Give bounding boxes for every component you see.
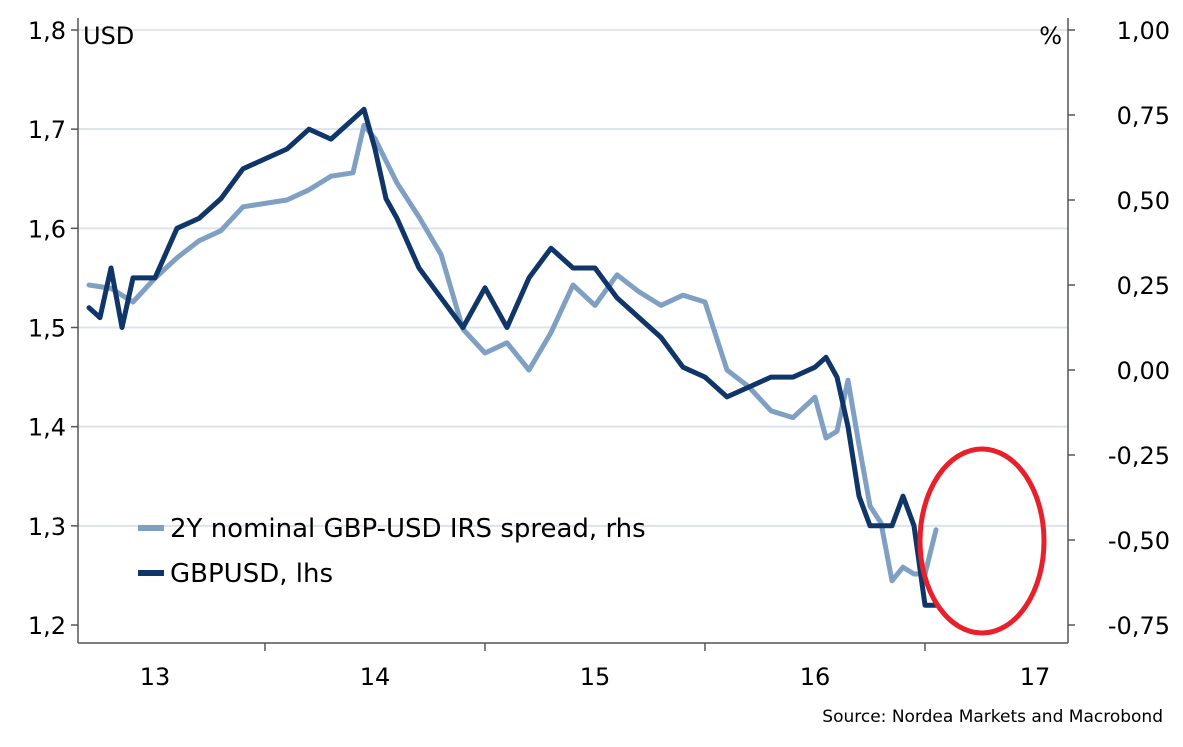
x-tick-label: 13 [140,663,171,691]
series-line-irs-spread [86,122,939,584]
left-tick-label: 1,7 [28,116,66,144]
highlight-circle [917,446,1047,636]
left-tick-label: 1,2 [28,612,66,640]
left-tick-label: 1,6 [28,215,66,243]
right-tick-label: 0,75 [1117,102,1170,130]
right-tick-label: 0,00 [1117,357,1170,385]
series-layer [86,106,939,608]
x-tick-label: 17 [1020,663,1051,691]
x-axis-ticks: 13 14 15 16 17 [140,643,1051,691]
legend-label-gbpusd: GBPUSD, lhs [170,559,333,589]
source-note: Source: Nordea Markets and Macrobond [822,707,1163,727]
grid-lines [78,128,1068,527]
right-tick-label: 0,50 [1117,187,1170,215]
right-tick-label: -0,50 [1108,527,1170,555]
legend: 2Y nominal GBP-USD IRS spread, rhs GBPUS… [138,514,646,589]
right-tick-label: -0,25 [1108,442,1170,470]
left-axis-unit: USD [83,22,134,50]
left-axis-ticks: 1,2 1,3 1,4 1,5 1,6 1,7 1,8 [28,17,78,640]
x-tick-label: 16 [800,663,831,691]
left-tick-label: 1,3 [28,513,66,541]
right-tick-label: -0,75 [1108,612,1170,640]
right-tick-label: 1,00 [1117,17,1170,45]
right-tick-label: 0,25 [1117,272,1170,300]
left-tick-label: 1,5 [28,315,66,343]
right-axis-unit: % [1039,22,1062,50]
right-axis-ticks: -0,75 -0,50 -0,25 0,00 0,25 0,50 0,75 1,00 [1068,17,1170,640]
x-tick-label: 15 [580,663,611,691]
series-line-gbpusd [86,106,939,608]
left-tick-label: 1,8 [28,17,66,45]
legend-label-irs-spread: 2Y nominal GBP-USD IRS spread, rhs [170,514,646,544]
left-tick-label: 1,4 [28,414,66,442]
x-tick-label: 14 [360,663,391,691]
